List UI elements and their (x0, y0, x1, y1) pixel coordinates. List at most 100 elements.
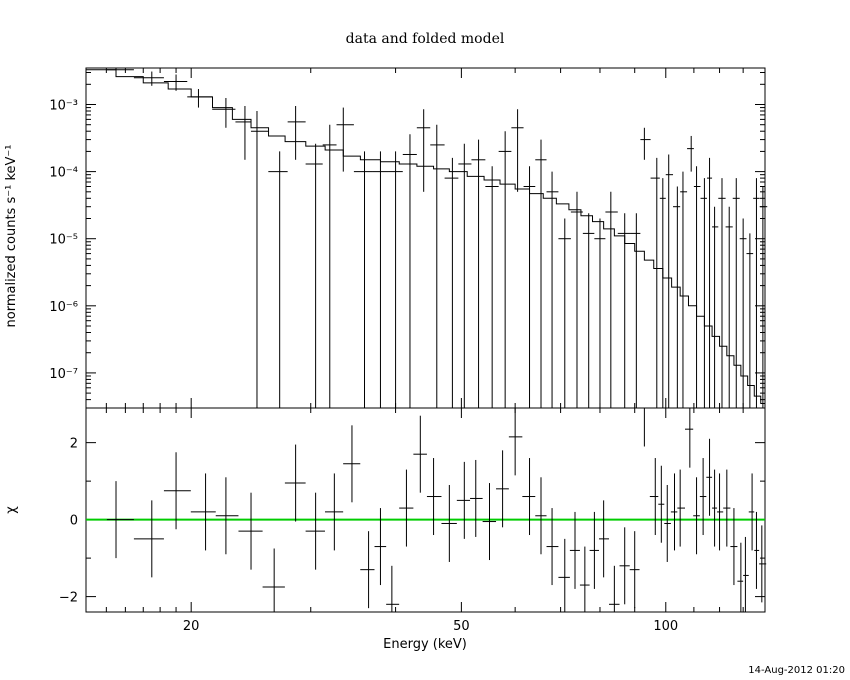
residual-point (737, 542, 744, 612)
residual-point (639, 407, 650, 447)
residual-point (685, 408, 694, 468)
data-point (305, 143, 323, 408)
residual-point (374, 508, 387, 586)
data-point (353, 151, 373, 408)
data-point (732, 178, 740, 408)
residual-y-tick-labels: 2 0 −2 (59, 437, 78, 606)
data-point (372, 151, 389, 408)
data-point (712, 206, 719, 408)
residual-point (426, 458, 442, 536)
data-point (133, 71, 164, 86)
residual-point (215, 477, 239, 555)
spectrum-y-tick-label: 10⁻³ (49, 99, 78, 114)
residual-point (508, 408, 523, 476)
residual-point (658, 465, 665, 543)
data-point (471, 139, 486, 408)
residual-point (693, 477, 700, 555)
residual-point (190, 473, 216, 551)
residual-y-tick-label: 2 (70, 437, 78, 452)
data-point (212, 98, 236, 128)
data-point (187, 89, 213, 108)
data-point (444, 157, 459, 408)
data-point (268, 151, 288, 408)
data-point (570, 191, 583, 408)
residual-point (133, 500, 164, 578)
x-tick-labels: 20 50 100 (183, 619, 678, 634)
data-point (687, 135, 694, 172)
spectrum-y-tick-labels: 10⁻³ 10⁻⁴ 10⁻⁵ 10⁻⁶ 10⁻⁷ (49, 99, 78, 382)
residual-point (759, 525, 767, 603)
residual-point (163, 452, 191, 530)
data-point (650, 157, 660, 408)
residual-point (589, 511, 600, 589)
residual-point (670, 473, 678, 551)
data-point (680, 171, 688, 408)
residual-point (699, 458, 707, 536)
spectrum-y-tick-label: 10⁻⁶ (49, 300, 78, 315)
data-point (582, 213, 595, 408)
residual-point (386, 565, 400, 612)
residual-point (343, 425, 361, 503)
timestamp: 14-Aug-2012 01:20 (748, 665, 845, 676)
data-point (630, 213, 641, 408)
residual-point (579, 546, 590, 612)
data-point (725, 206, 733, 408)
residual-y-axis-label: χ (4, 506, 19, 514)
residual-point (558, 538, 570, 612)
residual-point (619, 527, 630, 605)
data-point (336, 107, 354, 172)
spectrum-y-tick-label: 10⁻⁴ (49, 166, 78, 181)
residual-point (609, 565, 620, 612)
residual-y-tick-label: 0 (70, 514, 78, 529)
spectrum-y-axis-label: normalized counts s⁻¹ keV⁻¹ (4, 145, 19, 328)
residual-point (360, 531, 375, 609)
residual-point (569, 511, 580, 589)
data-point (485, 166, 499, 408)
data-point (287, 106, 306, 160)
data-point (706, 157, 713, 408)
data-point (739, 218, 747, 408)
data-point (640, 127, 651, 160)
data-point (235, 106, 251, 160)
data-point (402, 134, 417, 408)
data-point (106, 68, 134, 72)
chart-title: data and folded model (346, 31, 505, 47)
residual-point (413, 415, 427, 493)
residual-point (399, 469, 414, 547)
residual-point (522, 458, 536, 536)
spectrum-y-tick-label: 10⁻⁵ (49, 233, 78, 248)
data-point (322, 124, 337, 408)
data-point (605, 191, 618, 408)
data-point (700, 178, 707, 408)
model-step-line (86, 69, 765, 405)
residual-point (535, 477, 547, 555)
data-point (511, 109, 524, 192)
data-point (665, 154, 674, 408)
data-point (523, 166, 536, 408)
residual-point (238, 492, 263, 570)
residual-point (262, 548, 285, 612)
data-point (416, 109, 431, 192)
residual-point (754, 511, 760, 589)
residual-point (649, 458, 659, 536)
residual-point (717, 473, 724, 551)
residual-point (629, 531, 640, 609)
data-point (693, 166, 701, 408)
residual-point (305, 492, 325, 570)
data-point (535, 139, 547, 408)
data-point (498, 131, 512, 408)
residual-point (748, 473, 755, 551)
x-axis-label: Energy (keV) (383, 637, 467, 652)
residual-point (106, 481, 134, 559)
residual-point (324, 473, 344, 551)
data-point (673, 186, 681, 408)
data-point (430, 124, 445, 408)
residual-point (677, 469, 686, 547)
residual-point (284, 444, 306, 522)
residual-point (706, 438, 713, 516)
x-tick-label: 50 (453, 619, 470, 634)
data-point (458, 143, 472, 408)
residual-point (470, 459, 483, 537)
data-point (546, 171, 559, 408)
